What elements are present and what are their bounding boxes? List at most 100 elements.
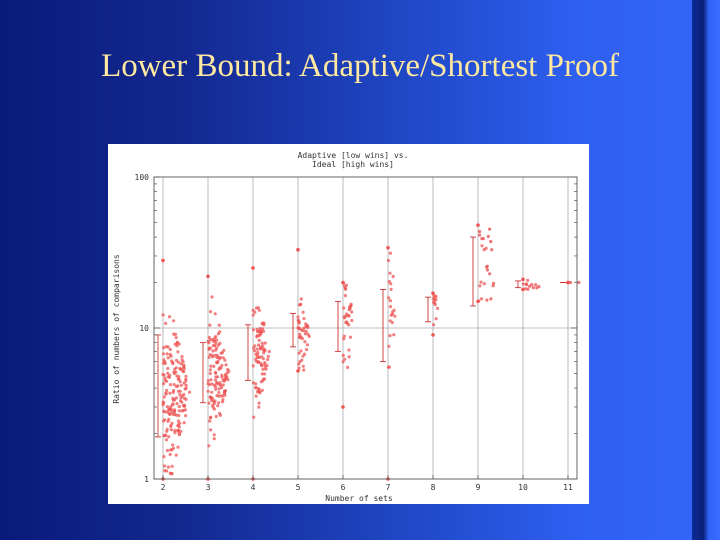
data-point	[256, 389, 260, 394]
data-point	[303, 340, 307, 344]
data-point	[342, 334, 346, 338]
x-tick-label: 9	[476, 483, 481, 492]
data-point	[521, 277, 525, 282]
data-point	[207, 335, 211, 340]
data-point	[227, 369, 231, 373]
data-point	[168, 391, 172, 395]
data-point	[212, 364, 216, 368]
data-point	[179, 383, 183, 387]
data-point	[173, 412, 177, 416]
data-point	[568, 280, 573, 285]
data-point	[214, 348, 218, 352]
data-point	[254, 394, 258, 398]
data-point	[342, 337, 346, 341]
data-point	[296, 315, 300, 319]
data-point	[206, 379, 210, 383]
data-point	[347, 348, 351, 352]
data-point	[257, 405, 261, 409]
data-point	[209, 378, 213, 382]
data-point	[217, 387, 221, 391]
data-point	[386, 258, 390, 263]
slide-edge-bar	[692, 0, 720, 540]
data-point	[434, 317, 438, 321]
data-point	[257, 338, 261, 342]
data-point	[257, 355, 261, 359]
data-point	[168, 412, 172, 416]
data-point	[210, 390, 214, 394]
y-tick-label: 1	[144, 475, 149, 484]
x-tick-label: 6	[341, 483, 346, 492]
data-point	[208, 310, 213, 314]
data-point	[174, 358, 179, 362]
data-point	[165, 379, 169, 383]
data-point	[258, 327, 262, 331]
data-point	[297, 326, 301, 331]
data-point	[161, 313, 165, 317]
data-point	[164, 345, 168, 349]
data-point	[177, 432, 182, 437]
data-point	[257, 334, 261, 338]
data-point	[170, 421, 174, 425]
data-point	[213, 312, 217, 316]
data-point	[166, 356, 170, 360]
data-point	[213, 399, 217, 403]
data-point	[163, 376, 167, 380]
data-point	[168, 347, 172, 352]
data-point	[485, 268, 489, 272]
data-point	[182, 367, 186, 371]
data-point	[253, 310, 257, 314]
data-point	[221, 378, 225, 382]
data-point	[162, 382, 166, 386]
data-point	[162, 455, 166, 459]
data-point	[267, 349, 271, 354]
data-point	[305, 343, 310, 347]
error-bars	[155, 236, 566, 438]
data-point	[178, 366, 182, 371]
data-point	[491, 284, 495, 288]
data-point	[217, 390, 221, 395]
data-point	[298, 332, 302, 336]
data-point	[392, 333, 396, 337]
data-point	[208, 323, 212, 327]
data-point	[388, 271, 392, 275]
data-point	[178, 380, 182, 384]
chart-title-line-1: Adaptive [low wins] vs.	[298, 151, 409, 160]
data-point	[215, 381, 219, 385]
data-point	[212, 437, 216, 441]
data-point	[478, 284, 482, 288]
data-point	[180, 358, 184, 362]
data-point	[216, 332, 220, 336]
data-point	[298, 360, 302, 364]
data-point	[187, 390, 192, 394]
data-point	[256, 353, 260, 357]
data-point	[388, 305, 393, 309]
data-point	[214, 387, 218, 391]
data-point	[165, 388, 169, 393]
data-point	[172, 388, 176, 393]
data-point	[256, 360, 260, 364]
data-point	[182, 396, 187, 400]
data-point	[216, 375, 220, 379]
slide-title: Lower Bound: Adaptive/Shortest Proof	[101, 48, 619, 84]
data-point	[165, 427, 169, 431]
data-point	[170, 464, 174, 468]
x-tick-label: 4	[251, 483, 256, 492]
data-point	[389, 287, 393, 291]
data-point	[488, 227, 492, 231]
data-point	[486, 234, 490, 239]
data-point	[161, 372, 165, 377]
data-point	[302, 368, 306, 372]
data-point	[163, 464, 167, 468]
data-point	[389, 282, 393, 286]
data-point	[482, 248, 486, 252]
data-point	[346, 365, 350, 369]
data-point	[178, 389, 182, 393]
data-point	[172, 383, 176, 387]
data-point	[184, 379, 188, 383]
data-point	[179, 362, 183, 366]
data-point	[436, 306, 440, 310]
data-point	[341, 353, 345, 358]
data-point	[209, 364, 213, 368]
data-point	[180, 355, 184, 359]
